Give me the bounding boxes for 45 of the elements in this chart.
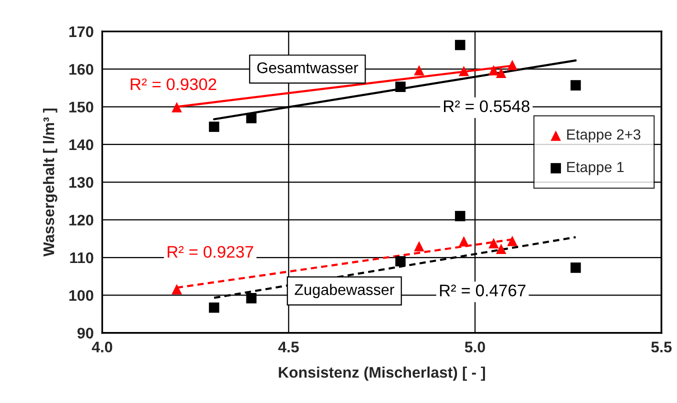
point — [507, 236, 518, 246]
y-tick-label: 150 — [69, 102, 94, 112]
point — [496, 68, 506, 78]
point — [208, 122, 220, 132]
x-tick-label: 5.5 — [651, 342, 672, 352]
point — [414, 65, 424, 76]
point — [488, 65, 499, 76]
point — [570, 80, 581, 90]
point — [570, 262, 581, 273]
point — [395, 256, 406, 266]
point — [458, 236, 469, 246]
x-tick-label: 4.5 — [278, 342, 299, 352]
point — [172, 284, 182, 294]
point — [414, 241, 424, 252]
annotation: R² = 0.4767 — [440, 284, 526, 296]
y-tick-label: 130 — [69, 177, 94, 188]
y-tick-label: 100 — [69, 290, 94, 301]
annotation: Gesamtwasser — [257, 62, 358, 74]
annotation: R² = 0.9302 — [130, 78, 216, 90]
legend-label: Etappe 1 — [567, 162, 624, 176]
point — [172, 102, 182, 112]
annotation: Zugabewasser — [294, 284, 394, 298]
point — [458, 66, 469, 76]
y-tick-label: 140 — [69, 139, 94, 150]
point — [488, 238, 499, 248]
legend-label: Etappe 2+3 — [567, 129, 640, 143]
annotation: R² = 0.9237 — [168, 246, 254, 258]
point — [246, 112, 256, 124]
y-tick-label: 170 — [69, 26, 94, 38]
y-axis-title: Wassergehalt [ l/m³ ] — [42, 108, 58, 257]
point — [496, 244, 506, 254]
x-axis-title: Konsistenz (Mischerlast) [ - ] — [278, 366, 485, 381]
x-tick-label: 4.0 — [92, 342, 112, 352]
annotation: R² = 0.5548 — [444, 100, 530, 112]
y-tick-label: 120 — [69, 214, 94, 226]
y-tick-label: 90 — [77, 328, 94, 339]
y-tick-label: 110 — [70, 252, 94, 264]
point — [208, 302, 220, 313]
point — [246, 293, 256, 304]
x-tick-label: 5.0 — [464, 342, 486, 352]
point — [454, 40, 466, 50]
point — [395, 82, 406, 92]
y-tick-label: 160 — [69, 64, 94, 75]
point — [507, 60, 518, 70]
point — [454, 210, 466, 222]
